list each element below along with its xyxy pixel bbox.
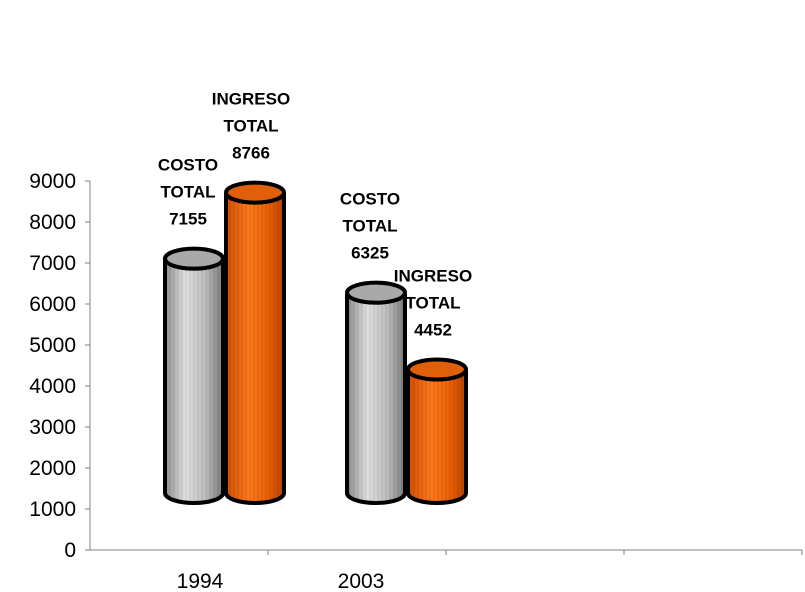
data-label: COSTO TOTAL 7155 bbox=[158, 156, 218, 229]
x-tick-label: 2003 bbox=[338, 570, 385, 592]
y-tick-label: 6000 bbox=[29, 293, 76, 316]
cylinder-texture bbox=[226, 192, 284, 503]
y-tick-label: 8000 bbox=[29, 211, 76, 234]
y-tick-label: 9000 bbox=[29, 170, 76, 193]
data-label-text: TOTAL bbox=[223, 117, 278, 136]
cylinder-top bbox=[406, 357, 468, 382]
cylinder-top bbox=[163, 246, 225, 271]
data-label-text: TOTAL bbox=[405, 293, 460, 312]
data-label-text: INGRESO bbox=[394, 266, 472, 285]
y-tick-label: 2000 bbox=[29, 457, 76, 480]
x-tick-label: 1994 bbox=[177, 570, 224, 592]
data-label-text: COSTO bbox=[158, 156, 218, 175]
y-tick-label: 4000 bbox=[29, 375, 76, 398]
data-label-text: INGRESO bbox=[212, 90, 290, 109]
data-label-text: COSTO bbox=[340, 190, 400, 209]
axes: 0 1000 2000 3000 4000 5000 6000 7000 8000 9000 199… bbox=[29, 170, 803, 592]
cylinder-top bbox=[345, 280, 407, 305]
cylinder-texture bbox=[408, 369, 466, 503]
y-tick-label: 3000 bbox=[29, 416, 76, 439]
data-label: INGRESO TOTAL 4452 bbox=[394, 266, 472, 339]
cylinder-top bbox=[224, 180, 286, 205]
y-tick-label: 7000 bbox=[29, 252, 76, 275]
data-labels: COSTO TOTAL 7155 INGRESO TOTAL 8766 COSTO TOTAL… bbox=[158, 90, 472, 340]
data-label-value: 4452 bbox=[414, 320, 452, 339]
data-label-value: 8766 bbox=[232, 144, 270, 163]
data-label-text: TOTAL bbox=[160, 183, 215, 202]
bar-ingreso-1994 bbox=[224, 180, 286, 505]
bar-costo-1994 bbox=[163, 246, 225, 505]
bar-ingreso-2003 bbox=[406, 357, 468, 505]
data-label-value: 6325 bbox=[351, 244, 389, 263]
y-tick-label: 1000 bbox=[29, 498, 76, 521]
y-tick-label: 5000 bbox=[29, 334, 76, 357]
data-label-value: 7155 bbox=[169, 210, 207, 229]
data-label-text: TOTAL bbox=[342, 217, 397, 236]
data-label: INGRESO TOTAL 8766 bbox=[212, 90, 290, 163]
y-tick-label: 0 bbox=[64, 539, 76, 562]
bar-costo-2003 bbox=[345, 280, 407, 505]
cylinder-texture bbox=[347, 292, 405, 503]
bars bbox=[163, 180, 468, 505]
cylinder-texture bbox=[165, 258, 223, 503]
data-label: COSTO TOTAL 6325 bbox=[340, 190, 400, 263]
